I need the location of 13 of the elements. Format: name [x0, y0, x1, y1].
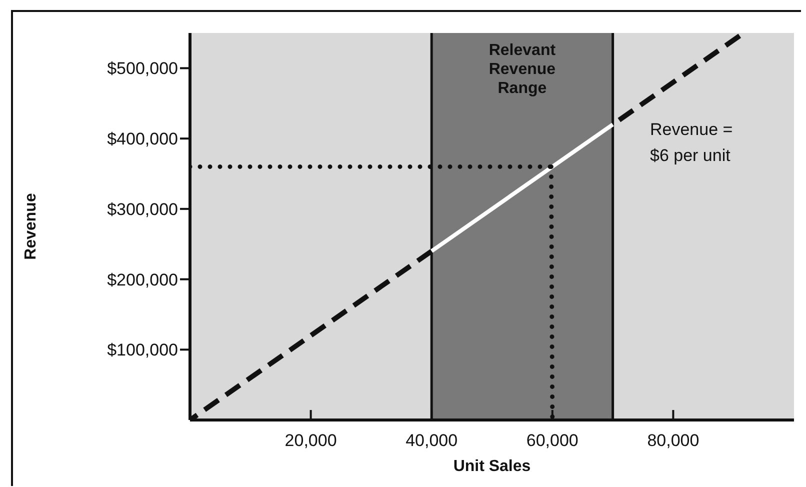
x-tick-label: 60,000 — [526, 431, 578, 450]
y-tick-label: $400,000 — [107, 130, 178, 149]
y-tick-label: $300,000 — [107, 200, 178, 219]
x-tick-label: 40,000 — [406, 431, 458, 450]
annotation: Revenue = $6 per unit — [650, 119, 733, 167]
band-label: Relevant Revenue Range — [488, 42, 556, 97]
x-tick-label: 20,000 — [284, 431, 337, 450]
x-tick-label: 80,000 — [647, 431, 700, 450]
y-tick-label: $500,000 — [107, 59, 178, 78]
x-axis-title: Unit Sales — [453, 458, 531, 475]
y-tick-label: $100,000 — [107, 340, 178, 360]
y-axis-title: Revenue — [22, 193, 40, 260]
y-tick-label: $200,000 — [107, 270, 178, 290]
